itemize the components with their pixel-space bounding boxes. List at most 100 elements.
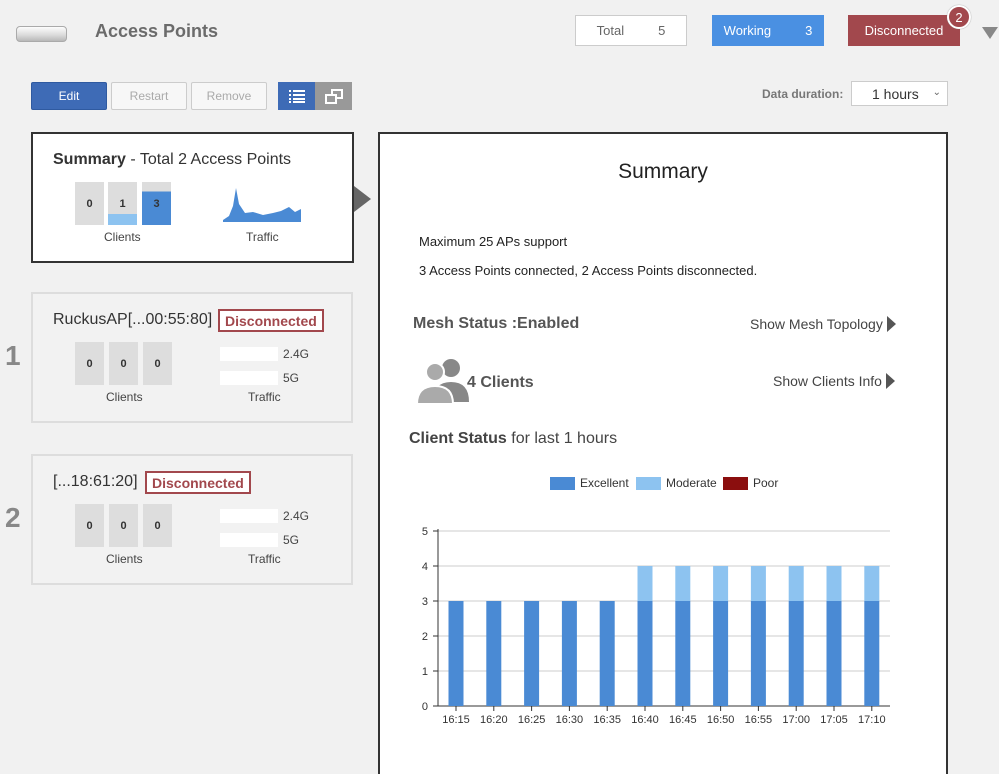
remove-button[interactable]: Remove bbox=[191, 82, 267, 110]
x-tick-label: 16:20 bbox=[480, 714, 508, 726]
traffic-label: Traffic bbox=[248, 552, 281, 566]
ap-name: [...18:61:20] bbox=[53, 473, 138, 490]
legend-label: Poor bbox=[753, 476, 779, 490]
x-tick-label: 16:45 bbox=[669, 714, 697, 726]
legend-item-poor: Poor bbox=[723, 476, 778, 490]
clients-count-box: 0 bbox=[75, 342, 104, 385]
summary-card[interactable]: Summary - Total 2 Access Points 0 1 3 Cl… bbox=[31, 132, 354, 263]
restart-button[interactable]: Restart bbox=[111, 82, 187, 110]
x-tick-label: 16:15 bbox=[442, 714, 470, 726]
bar-moderate bbox=[675, 566, 691, 601]
bar-excellent bbox=[486, 601, 502, 706]
client-status-title: Client Status for last 1 hours bbox=[409, 430, 618, 447]
show-clients-info-label: Show Clients Info bbox=[773, 373, 882, 389]
clients-label: Clients bbox=[106, 552, 143, 566]
bar-moderate bbox=[826, 566, 842, 601]
total-label: Total bbox=[596, 23, 625, 38]
ap-number: 2 bbox=[5, 502, 21, 533]
clients-count-box: 3 bbox=[142, 182, 171, 225]
show-clients-info-link[interactable]: Show Clients Info bbox=[773, 373, 895, 389]
tile-view-button[interactable] bbox=[315, 82, 352, 110]
y-tick-label: 1 bbox=[422, 666, 428, 678]
x-tick-label: 16:35 bbox=[593, 714, 621, 726]
clients-count: 4 Clients bbox=[467, 374, 534, 391]
chevron-down-icon: ⌄ bbox=[932, 87, 941, 98]
ap-status-badge: Disconnected bbox=[218, 309, 324, 332]
bar-excellent bbox=[599, 601, 615, 706]
ap-card[interactable]: [...18:61:20] Disconnected 0 0 0 Clients… bbox=[31, 454, 353, 585]
show-mesh-topology-label: Show Mesh Topology bbox=[750, 316, 883, 332]
ap-card[interactable]: RuckusAP[...00:55:80] Disconnected 0 0 0… bbox=[31, 292, 353, 423]
traffic-label: Traffic bbox=[248, 390, 281, 404]
legend-swatch bbox=[636, 476, 661, 490]
ap-name: RuckusAP[...00:55:80] bbox=[53, 311, 213, 328]
clients-count-box: 0 bbox=[75, 504, 104, 547]
view-toggle bbox=[278, 82, 352, 110]
working-label: Working bbox=[723, 23, 772, 38]
show-mesh-topology-link[interactable]: Show Mesh Topology bbox=[750, 316, 896, 332]
bar-moderate bbox=[750, 566, 766, 601]
x-tick-label: 16:50 bbox=[707, 714, 735, 726]
total-filter[interactable]: Total 5 bbox=[575, 15, 687, 46]
bar-excellent bbox=[826, 601, 842, 706]
bar-excellent bbox=[637, 601, 653, 706]
x-tick-label: 17:10 bbox=[858, 714, 886, 726]
total-count: 5 bbox=[658, 23, 666, 38]
disconnected-filter[interactable]: Disconnected bbox=[848, 15, 960, 46]
max-aps-text: Maximum 25 APs support bbox=[419, 234, 568, 249]
x-tick-label: 17:00 bbox=[782, 714, 810, 726]
bar-excellent bbox=[864, 601, 880, 706]
x-tick-label: 17:05 bbox=[820, 714, 848, 726]
clients-count-box: 0 bbox=[143, 342, 172, 385]
arrow-right-icon bbox=[885, 373, 895, 389]
duration-value: 1 hours bbox=[872, 85, 919, 102]
users-icon bbox=[417, 359, 469, 404]
bar-excellent bbox=[561, 601, 577, 706]
detail-title: Summary bbox=[618, 160, 708, 183]
band-label-5g: 5G bbox=[283, 533, 300, 547]
y-tick-label: 5 bbox=[422, 526, 428, 538]
summary-card-title: Summary - Total 2 Access Points bbox=[53, 151, 292, 168]
ap-number: 1 bbox=[5, 340, 21, 371]
traffic-bar-2g bbox=[220, 509, 278, 523]
bar-excellent bbox=[675, 601, 691, 706]
disconnected-label: Disconnected bbox=[864, 23, 944, 38]
clients-label: Clients bbox=[104, 230, 141, 244]
summary-detail-panel: Summary Maximum 25 APs support 3 Access … bbox=[378, 132, 948, 774]
client-status-chart: 0 1 2 3 4 5 16:15 16:20 16:25 16:30 16:35 16:40 16:4… bbox=[422, 526, 890, 726]
access-point-device-icon bbox=[16, 26, 67, 42]
legend-swatch bbox=[723, 476, 748, 490]
traffic-label: Traffic bbox=[246, 230, 279, 244]
ap-connection-text: 3 Access Points connected, 2 Access Poin… bbox=[419, 263, 758, 278]
bar-moderate bbox=[864, 566, 880, 601]
edit-button[interactable]: Edit bbox=[31, 82, 107, 110]
duration-label: Data duration: bbox=[762, 87, 844, 101]
clients-label: Clients bbox=[106, 390, 143, 404]
clients-count-box: 0 bbox=[109, 342, 138, 385]
ap-status-badge: Disconnected bbox=[145, 471, 251, 494]
tile-icon bbox=[324, 88, 343, 104]
mesh-status: Mesh Status :Enabled bbox=[413, 315, 580, 332]
list-view-button[interactable] bbox=[278, 82, 315, 110]
clients-count-box: 0 bbox=[143, 504, 172, 547]
band-label-2g: 2.4G bbox=[283, 347, 310, 361]
bar-moderate bbox=[713, 566, 729, 601]
traffic-sparkline bbox=[223, 188, 301, 222]
arrow-right-icon bbox=[886, 316, 896, 332]
bar-moderate bbox=[788, 566, 804, 601]
legend-item-excellent: Excellent bbox=[550, 476, 629, 490]
band-label-2g: 2.4G bbox=[283, 509, 310, 523]
caret-down-icon[interactable] bbox=[982, 27, 998, 39]
working-filter[interactable]: Working 3 bbox=[712, 15, 824, 46]
y-tick-label: 3 bbox=[422, 596, 428, 608]
legend-label: Excellent bbox=[580, 476, 629, 490]
traffic-bar-5g bbox=[220, 533, 278, 547]
legend-item-moderate: Moderate bbox=[636, 476, 717, 490]
legend-label: Moderate bbox=[666, 476, 717, 490]
y-tick-label: 0 bbox=[422, 701, 428, 713]
clients-count-box: 1 bbox=[108, 182, 137, 225]
working-count: 3 bbox=[805, 23, 813, 38]
traffic-bar-2g bbox=[220, 347, 278, 361]
y-tick-label: 2 bbox=[422, 631, 428, 643]
duration-select[interactable]: 1 hours ⌄ bbox=[851, 81, 948, 106]
